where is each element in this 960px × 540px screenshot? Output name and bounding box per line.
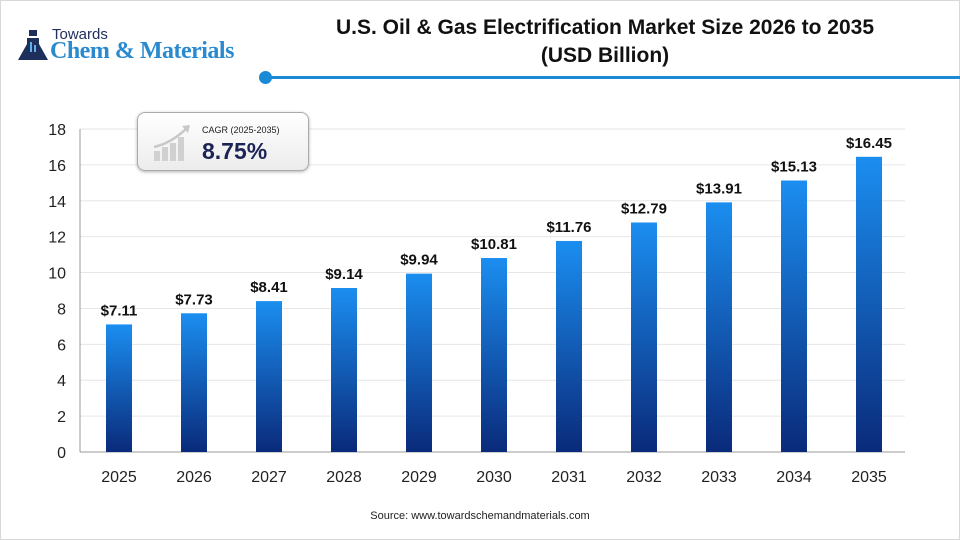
growth-chart-icon [153,125,190,161]
title-dot [259,71,272,84]
chart-title: U.S. Oil & Gas Electrification Market Si… [290,14,920,70]
flask-logo-icon [18,30,48,60]
x-tick-label: 2029 [401,469,437,486]
cagr-value: 8.75% [202,138,268,164]
x-tick-label: 2033 [701,469,737,486]
x-tick-label: 2031 [551,469,587,486]
data-label: $13.91 [696,180,742,197]
data-label: $9.14 [325,266,363,283]
logo-line1: Towards [52,26,108,43]
cagr-label: CAGR (2025-2035) [202,125,280,135]
y-tick-label: 10 [48,266,66,283]
title-line2: (USD Billion) [540,44,670,67]
source-note: Source: www.towardschemandmaterials.com [370,510,590,522]
data-label: $8.41 [250,279,288,296]
data-label: $15.13 [771,159,817,176]
x-tick-label: 2034 [776,469,812,486]
data-label: $10.81 [471,236,517,253]
data-label: $16.45 [846,135,892,152]
x-tick-label: 2035 [851,469,887,486]
y-tick-label: 12 [48,230,66,247]
data-label: $11.76 [546,219,591,236]
cagr-box: CAGR (2025-2035) 8.75% [137,112,309,171]
bar-2025 [106,324,132,452]
y-tick-label: 8 [57,301,66,318]
bar-2029 [406,273,432,452]
x-tick-label: 2030 [476,469,512,486]
data-label: $9.94 [400,252,438,269]
bar-2032 [631,222,657,452]
data-label: $12.79 [621,200,667,217]
bar-2034 [781,180,807,452]
data-label: $7.11 [101,302,138,319]
y-tick-label: 16 [48,158,66,175]
bar-2027 [256,301,282,452]
bar-2033 [706,202,732,452]
y-tick-label: 0 [57,445,66,462]
x-tick-label: 2026 [176,469,212,486]
y-tick-label: 18 [48,122,66,139]
y-tick-label: 6 [57,337,66,354]
title-underline [266,76,960,79]
bar-2026 [181,313,207,452]
x-tick-label: 2027 [251,469,287,486]
bar-2030 [481,258,507,452]
data-label: $7.73 [175,291,213,308]
x-tick-label: 2032 [626,469,662,486]
bar-2035 [856,156,882,452]
x-tick-label: 2025 [101,469,137,486]
y-tick-label: 2 [57,409,66,426]
bar-2031 [556,240,582,452]
x-tick-label: 2028 [326,469,362,486]
y-tick-label: 4 [57,373,66,390]
bar-2028 [331,287,357,452]
title-line1: U.S. Oil & Gas Electrification Market Si… [335,16,875,39]
y-tick-label: 14 [48,194,66,211]
logo-line2: Chem & Materials [50,38,234,64]
